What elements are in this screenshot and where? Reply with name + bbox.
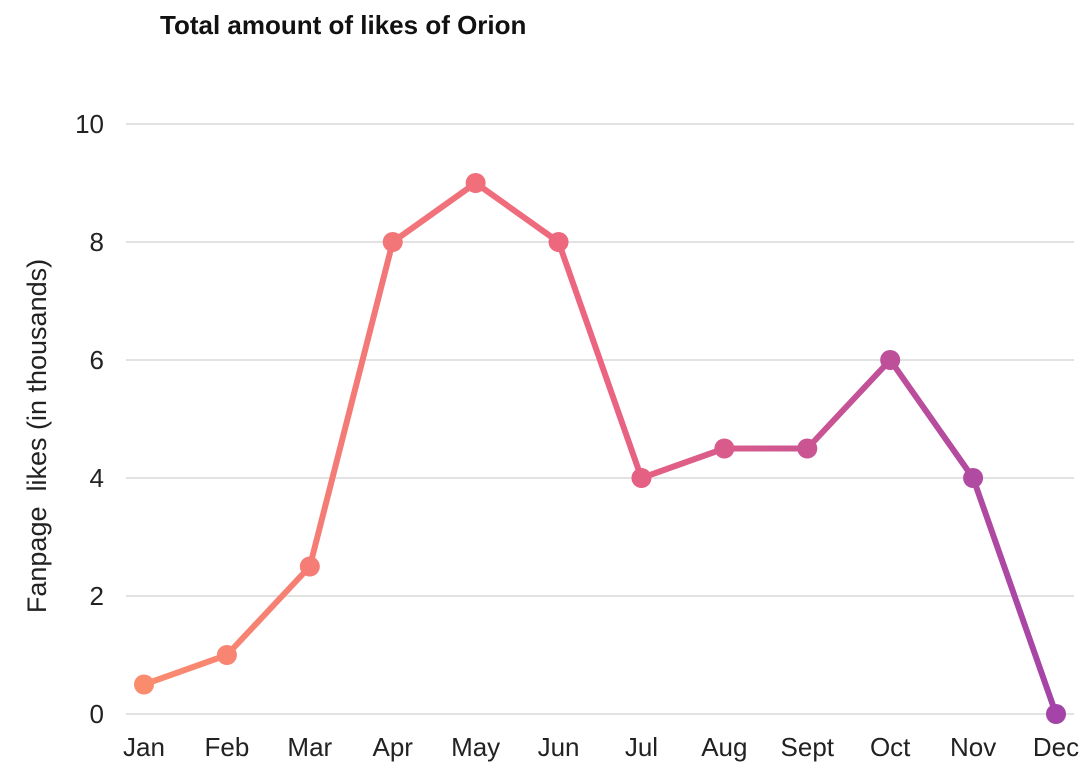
x-tick-label-feb: Feb (205, 732, 250, 762)
x-tick-label-mar: Mar (287, 732, 332, 762)
y-axis-title: Fanpage likes (in thousands) (22, 259, 52, 613)
y-tick-label: 2 (90, 581, 104, 611)
x-tick-label-apr: Apr (372, 732, 413, 762)
data-point-feb (216, 645, 237, 665)
x-tick-label-jul: Jul (625, 732, 658, 762)
data-point-jul (631, 468, 652, 488)
data-point-nov (963, 468, 984, 488)
x-tick-labels: Jan Feb Mar Apr May Jun Jul Aug Sept Oct Nov Dec (123, 732, 1079, 762)
series-line (141, 180, 1059, 717)
data-point-jan (134, 674, 154, 695)
series-line-0 (141, 180, 1059, 717)
data-point-apr (382, 232, 403, 252)
data-point-may (465, 173, 486, 193)
data-point-dec (1046, 704, 1066, 724)
y-tick-labels: 0 2 4 6 8 10 (75, 109, 104, 729)
data-points (134, 173, 1066, 724)
x-tick-label-may: May (451, 732, 500, 762)
y-tick-label: 6 (90, 345, 104, 375)
x-tick-label-jan: Jan (123, 732, 165, 762)
y-tick-label: 4 (90, 463, 104, 493)
data-point-mar (299, 556, 320, 577)
data-point-oct (880, 350, 901, 370)
data-point-aug (714, 438, 735, 459)
y-tick-label: 8 (90, 227, 104, 257)
x-tick-label-jun: Jun (538, 732, 580, 762)
y-tick-label: 10 (75, 109, 104, 139)
data-point-sept (797, 438, 818, 459)
data-point-jun (548, 232, 569, 252)
x-tick-label-sept: Sept (781, 732, 835, 762)
x-tick-label-oct: Oct (870, 732, 911, 762)
chart-title: Total amount of likes of Orion (160, 10, 527, 40)
x-tick-label-dec: Dec (1033, 732, 1079, 762)
x-tick-label-nov: Nov (950, 732, 996, 762)
y-tick-label: 0 (90, 699, 104, 729)
x-tick-label-aug: Aug (701, 732, 747, 762)
